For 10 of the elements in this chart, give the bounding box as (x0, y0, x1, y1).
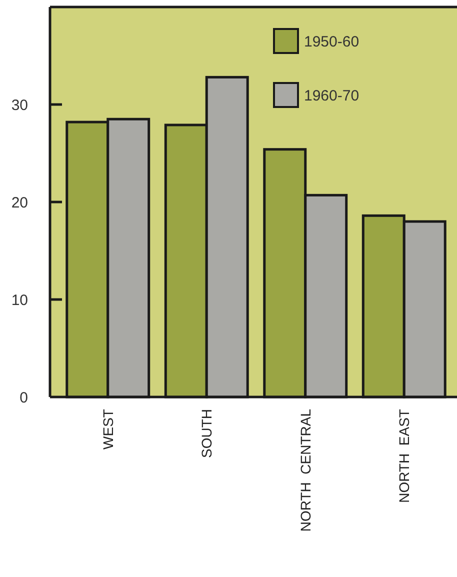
legend-label: 1960-70 (304, 87, 360, 104)
legend-label: 1950-60 (304, 33, 360, 50)
x-tick-label: NORTH EAST (396, 408, 412, 503)
y-tick-label: 10 (11, 292, 28, 309)
x-tick-label: WEST (100, 408, 116, 450)
x-tick-label: NORTH CENTRAL (297, 408, 314, 532)
x-tick-label: SOUTH (198, 409, 215, 458)
y-tick-label: 0 (20, 389, 28, 406)
y-tick-label: 30 (11, 96, 28, 114)
y-tick-label: 20 (11, 194, 28, 212)
